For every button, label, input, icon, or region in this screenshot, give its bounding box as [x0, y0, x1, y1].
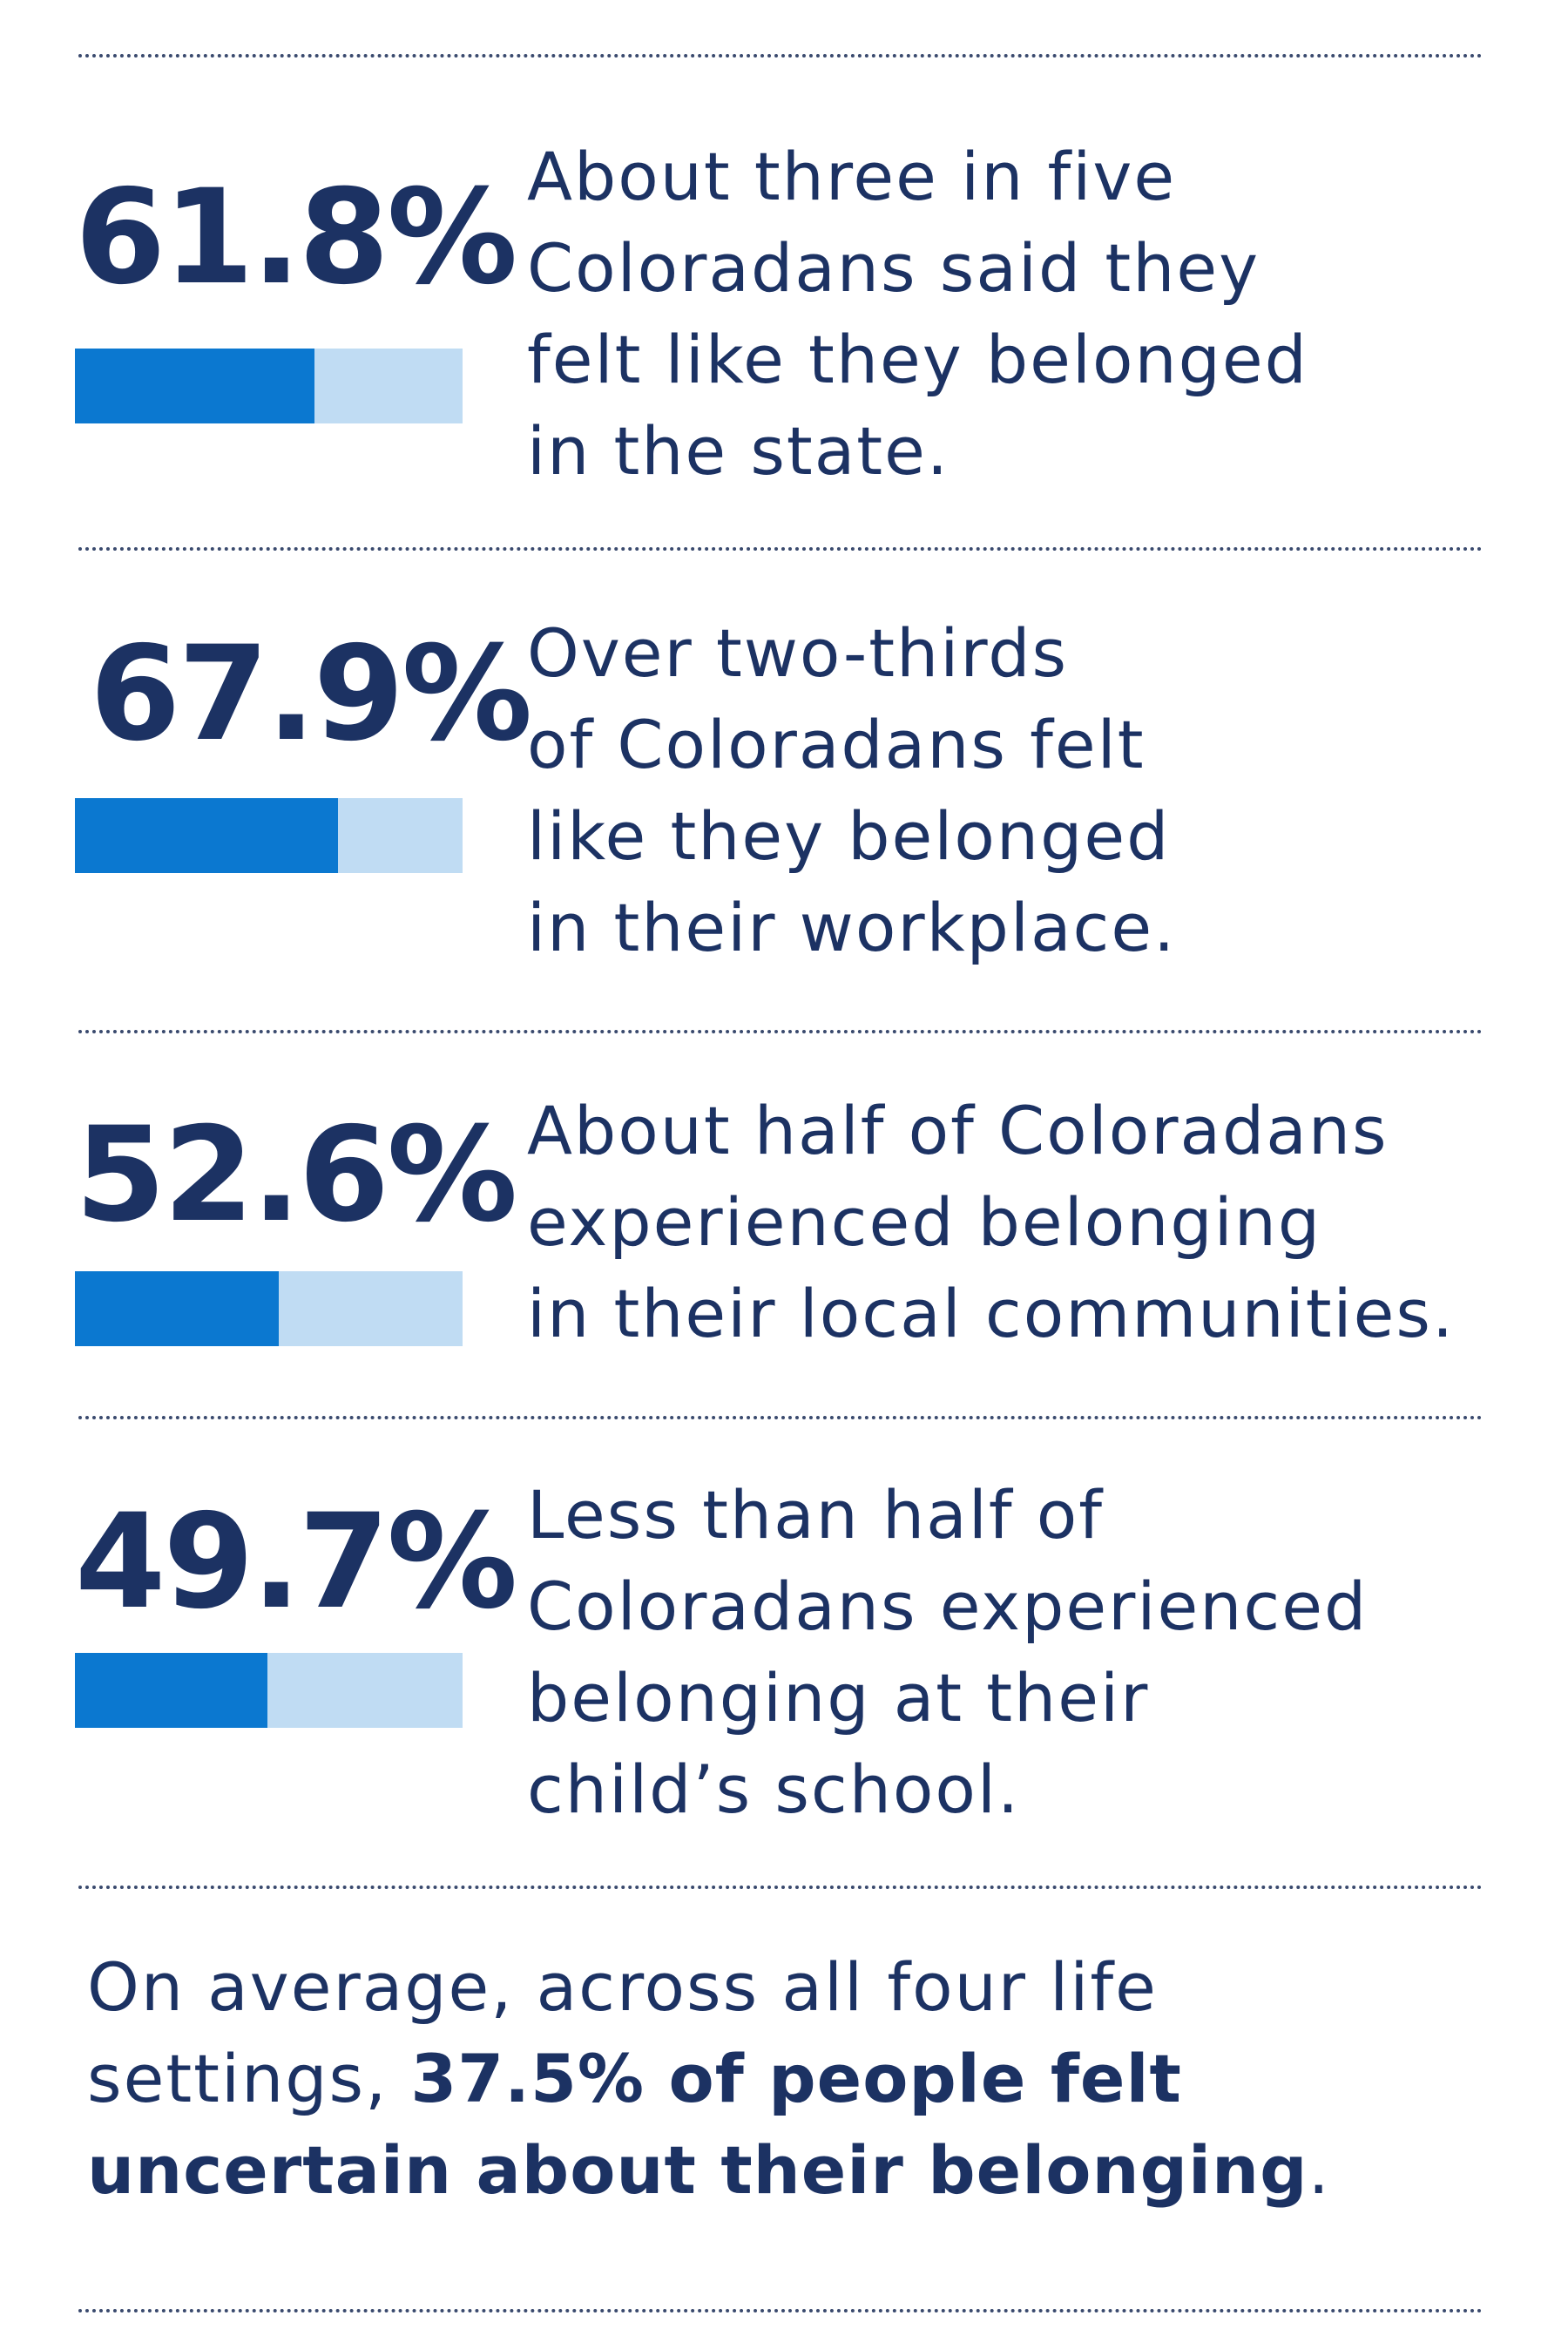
- stat-description: Less than half of Coloradans experienced…: [527, 1469, 1368, 1835]
- description-line: experienced belonging: [527, 1183, 1322, 1261]
- summary-text-plain: .: [1308, 2131, 1331, 2209]
- progress-bar-fill: [75, 1653, 268, 1728]
- description-line: child’s school.: [527, 1750, 1021, 1828]
- stat-description: Over two-thirds of Coloradans felt like …: [527, 607, 1176, 973]
- description-line: Coloradans said they: [527, 229, 1260, 307]
- description-line: in their local communities.: [527, 1275, 1456, 1352]
- description-line: felt like they belonged: [527, 321, 1308, 398]
- description-line: About half of Coloradans: [527, 1092, 1389, 1169]
- separator-rule: [78, 1030, 1483, 1033]
- progress-bar: [75, 798, 463, 873]
- description-line: in their workplace.: [527, 889, 1177, 966]
- summary-text-plain: settings,: [87, 2040, 411, 2117]
- separator-rule: [78, 2309, 1483, 2312]
- stat-percentage: 61.8%: [75, 162, 517, 314]
- stat-description: About half of Coloradans experienced bel…: [527, 1085, 1455, 1359]
- stat-description: About three in five Coloradans said they…: [527, 131, 1308, 497]
- summary-line: On average, across all four life: [87, 1948, 1158, 2026]
- description-line: Coloradans experienced: [527, 1567, 1369, 1645]
- separator-rule: [78, 1416, 1483, 1419]
- separator-rule: [78, 547, 1483, 551]
- summary-line: uncertain about their belonging.: [87, 2124, 1331, 2216]
- summary-text-bold: uncertain about their belonging: [87, 2131, 1308, 2209]
- separator-rule: [78, 1886, 1483, 1889]
- progress-bar-fill: [75, 1271, 280, 1346]
- separator-rule: [78, 54, 1483, 58]
- description-line: Over two-thirds: [527, 614, 1069, 692]
- description-line: belonging at their: [527, 1659, 1150, 1737]
- description-line: About three in five: [527, 138, 1177, 215]
- description-line: like they belonged: [527, 797, 1171, 875]
- progress-bar-fill: [75, 349, 314, 423]
- stat-percentage: 52.6%: [75, 1100, 517, 1251]
- description-line: Less than half of: [527, 1476, 1105, 1554]
- summary-line: settings, 37.5% of people felt: [87, 2033, 1331, 2124]
- progress-bar: [75, 1653, 463, 1728]
- summary-text-bold: 37.5% of people felt: [410, 2040, 1182, 2117]
- stat-percentage: 67.9%: [90, 619, 532, 770]
- stat-percentage: 49.7%: [75, 1486, 517, 1638]
- description-line: of Coloradans felt: [527, 706, 1146, 783]
- progress-bar: [75, 1271, 463, 1346]
- progress-bar: [75, 349, 463, 423]
- description-line: in the state.: [527, 412, 950, 490]
- summary-text: On average, across all four life setting…: [87, 1941, 1331, 2216]
- progress-bar-fill: [75, 798, 339, 873]
